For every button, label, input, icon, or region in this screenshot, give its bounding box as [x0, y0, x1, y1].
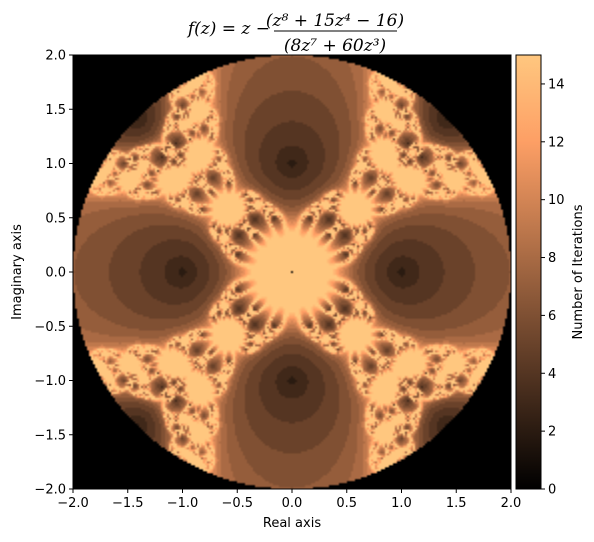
x-tick-label: −2.0 [57, 496, 89, 511]
title-numerator: (z⁸ + 15z⁴ − 16) [266, 11, 404, 31]
x-tick-label: 2.0 [501, 496, 522, 511]
title-lhs: f(z) = z − [186, 19, 270, 39]
y-axis-label: Imaginary axis [10, 224, 25, 320]
x-tick-label: 1.5 [446, 496, 467, 511]
colorbar-tick-label: 0 [548, 483, 556, 498]
plot-area [72, 54, 512, 490]
y-tick-label: 2.0 [45, 49, 66, 64]
colorbar-ticks: 0 2 4 6 8 10 12 14 [541, 77, 565, 498]
colorbar-tick-label: 8 [548, 251, 556, 266]
y-tick-label: −1.0 [34, 374, 66, 389]
colorbar-frame [515, 54, 542, 490]
colorbar-tick-label: 12 [548, 135, 565, 150]
x-tick-label: −1.5 [112, 496, 144, 511]
chart-title: f(z) = z − (z⁸ + 15z⁴ − 16) (8z⁷ + 60z³) [186, 11, 404, 56]
y-tick-label: −2.0 [34, 483, 66, 498]
colorbar: 0 2 4 6 8 10 12 14 Number of Iterations [515, 54, 586, 498]
y-axis-ticks: −2.0 −1.5 −1.0 −0.5 0.0 0.5 1.0 1.5 2.0 [34, 49, 73, 498]
y-tick-label: −0.5 [34, 320, 66, 335]
colorbar-tick-label: 2 [548, 425, 556, 440]
y-tick-label: 1.5 [45, 103, 66, 118]
x-tick-label: −1.0 [167, 496, 199, 511]
x-tick-label: 1.0 [391, 496, 412, 511]
x-tick-label: 0.5 [336, 496, 357, 511]
colorbar-gradient [516, 55, 541, 489]
y-tick-label: 0.5 [45, 211, 66, 226]
x-axis-ticks: −2.0 −1.5 −1.0 −0.5 0.0 0.5 1.0 1.5 2.0 [57, 489, 521, 511]
colorbar-tick-label: 6 [548, 309, 556, 324]
colorbar-label: Number of Iterations [571, 204, 586, 339]
x-tick-label: −0.5 [221, 496, 253, 511]
fractal-heatmap [73, 55, 511, 489]
y-tick-label: −1.5 [34, 428, 66, 443]
colorbar-tick-label: 14 [548, 77, 565, 92]
x-axis-label: Real axis [263, 516, 321, 531]
colorbar-tick-label: 4 [548, 367, 556, 382]
y-tick-label: 0.0 [45, 266, 66, 281]
x-tick-label: 0.0 [282, 496, 303, 511]
title-denominator: (8z⁷ + 60z³) [284, 36, 386, 56]
y-tick-label: 1.0 [45, 157, 66, 172]
colorbar-tick-label: 10 [548, 193, 565, 208]
